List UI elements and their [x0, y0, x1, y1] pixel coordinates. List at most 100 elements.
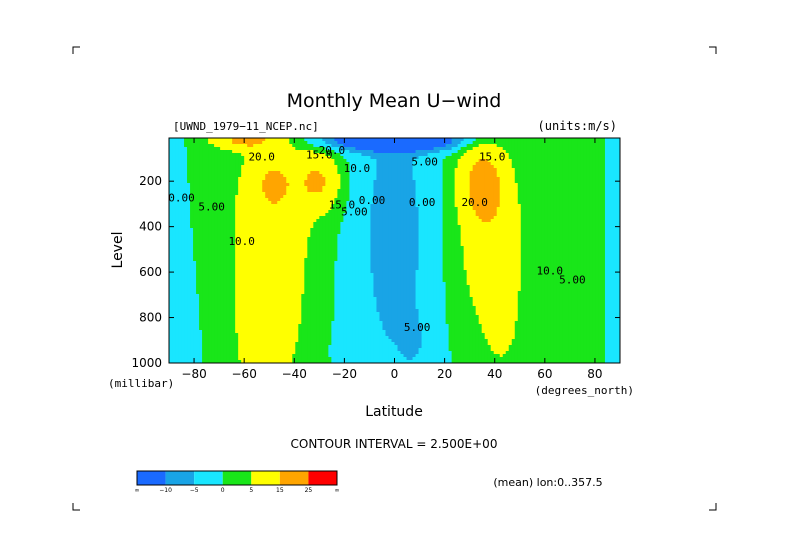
- field-cell: [400, 141, 405, 145]
- field-cell: [592, 192, 597, 196]
- field-cell: [223, 213, 227, 217]
- field-cell: [352, 159, 357, 163]
- field-cell: [499, 228, 504, 232]
- field-cell: [295, 207, 299, 211]
- field-cell: [310, 138, 314, 142]
- field-cell: [217, 177, 221, 181]
- field-cell: [310, 165, 314, 169]
- field-cell: [277, 174, 281, 178]
- field-cell: [424, 213, 429, 217]
- field-cell: [373, 204, 378, 208]
- field-cell: [346, 234, 350, 238]
- field-cell: [175, 156, 179, 160]
- field-cell: [616, 195, 620, 199]
- field-cell: [478, 201, 483, 205]
- field-cell: [433, 138, 438, 142]
- field-cell: [520, 207, 525, 211]
- field-cell: [568, 213, 573, 217]
- field-cell: [403, 213, 408, 217]
- field-cell: [193, 237, 197, 241]
- field-cell: [553, 204, 558, 208]
- field-cell: [289, 180, 293, 184]
- field-cell: [457, 141, 462, 145]
- field-cell: [172, 171, 176, 175]
- field-cell: [463, 201, 468, 205]
- field-cell: [394, 141, 399, 145]
- field-cell: [187, 192, 191, 196]
- field-cell: [589, 198, 594, 202]
- field-cell: [469, 162, 474, 166]
- field-cell: [370, 219, 375, 223]
- field-cell: [586, 141, 591, 145]
- field-cell: [574, 231, 579, 235]
- field-cell: [493, 204, 498, 208]
- field-cell: [196, 195, 200, 199]
- field-cell: [169, 159, 173, 163]
- field-cell: [436, 192, 441, 196]
- field-cell: [523, 234, 528, 238]
- field-cell: [568, 141, 573, 145]
- field-cell: [601, 162, 606, 166]
- field-cell: [304, 147, 308, 151]
- field-cell: [247, 165, 251, 169]
- field-cell: [517, 228, 522, 232]
- field-cell: [277, 189, 281, 193]
- field-cell: [358, 165, 363, 169]
- field-cell: [376, 162, 381, 166]
- field-cell: [259, 195, 263, 199]
- field-cell: [481, 171, 486, 175]
- field-cell: [292, 153, 296, 157]
- field-cell: [214, 231, 218, 235]
- field-cell: [382, 198, 387, 202]
- field-cell: [259, 144, 263, 148]
- field-cell: [616, 234, 620, 238]
- field-cell: [469, 213, 474, 217]
- field-cell: [298, 204, 302, 208]
- field-cell: [493, 162, 498, 166]
- field-cell: [229, 234, 233, 238]
- field-cell: [220, 150, 224, 154]
- field-cell: [496, 210, 501, 214]
- field-cell: [190, 147, 194, 151]
- field-cell: [289, 222, 293, 226]
- field-cell: [514, 201, 519, 205]
- field-cell: [226, 192, 230, 196]
- field-cell: [427, 165, 432, 169]
- field-cell: [355, 144, 360, 148]
- field-cell: [532, 144, 537, 148]
- field-cell: [322, 159, 326, 163]
- field-cell: [328, 180, 332, 184]
- field-cell: [292, 201, 296, 205]
- field-cell: [601, 228, 606, 232]
- field-cell: [460, 192, 465, 196]
- field-cell: [319, 207, 323, 211]
- field-cell: [334, 192, 338, 196]
- field-cell: [520, 138, 525, 142]
- field-cell: [313, 144, 317, 148]
- field-cell: [523, 198, 528, 202]
- field-cell: [253, 171, 257, 175]
- field-cell: [412, 195, 417, 199]
- field-cell: [289, 171, 293, 175]
- field-cell: [448, 204, 453, 208]
- field-cell: [616, 222, 620, 226]
- field-cell: [439, 231, 444, 235]
- field-cell: [616, 231, 620, 235]
- field-cell: [589, 222, 594, 226]
- field-cell: [265, 186, 269, 190]
- field-cell: [370, 213, 375, 217]
- field-cell: [298, 144, 302, 148]
- field-cell: [250, 189, 254, 193]
- field-cell: [403, 192, 408, 196]
- field-cell: [499, 204, 504, 208]
- field-cell: [580, 159, 585, 163]
- field-cell: [205, 138, 209, 142]
- field-cell: [364, 141, 369, 145]
- field-cell: [547, 234, 552, 238]
- field-cell: [463, 198, 468, 202]
- field-cell: [535, 174, 540, 178]
- field-cell: [238, 138, 242, 142]
- field-cell: [472, 201, 477, 205]
- field-cell: [307, 225, 311, 229]
- field-cell: [484, 198, 489, 202]
